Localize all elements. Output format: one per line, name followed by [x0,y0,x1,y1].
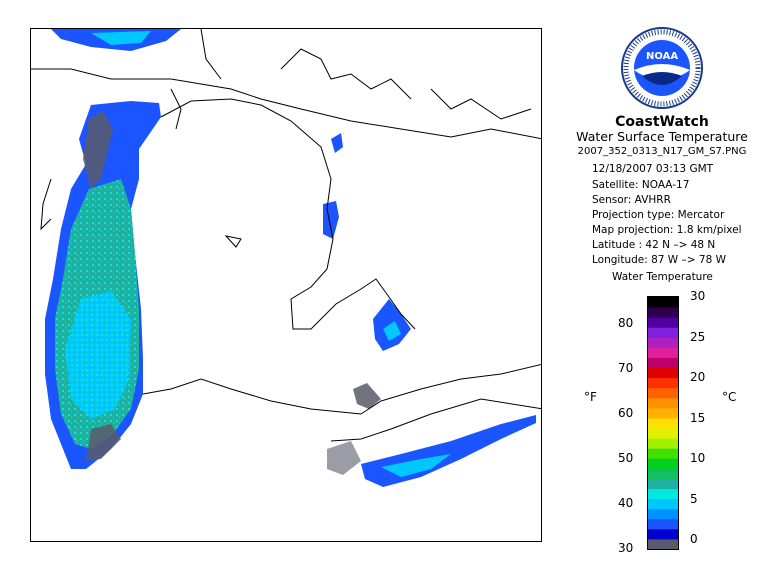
noaa-logo: NOAA [612,18,712,118]
unit-fahrenheit: °F [584,390,597,404]
colorbar-swatch [648,438,678,449]
lake-erie-water [361,415,536,487]
colorbar-swatch [648,458,678,469]
lake-st-clair-cloud [353,383,381,409]
lake-huron-north [331,133,343,153]
lake-michigan-cloud-south [86,424,121,461]
colorbar-swatch [648,357,678,369]
tick-celsius: 0 [690,532,698,547]
tick-fahrenheit: 50 [618,451,634,466]
colorbar-swatch [648,317,678,328]
brand-title: CoastWatch [615,114,709,130]
tick-celsius: 10 [690,451,706,466]
colorbar-swatch [648,518,678,530]
tick-fahrenheit: 40 [618,496,634,511]
colorbar-swatch [648,508,678,520]
colorbar-swatch [648,377,678,389]
datetime-text: 12/18/2007 03:13 GMT [592,163,714,175]
lake-huron-south-warm [383,321,401,341]
unit-celsius: °C [722,390,737,404]
colorbar-swatch [648,347,678,358]
tick-fahrenheit: 80 [618,316,634,330]
lake-huron-saginaw [323,201,339,239]
colorbar-swatch [648,337,678,348]
colorbar-swatch [648,327,678,338]
colorbar-swatch [648,498,678,510]
lake-superior-water-warm [91,31,151,45]
longitude-text: Longitude: 87 W –> 78 W [592,254,726,266]
colorbar-swatch [648,367,678,379]
colorbar-swatch [648,307,678,318]
tick-fahrenheit: 60 [618,406,634,421]
sensor-text: Sensor: AVHRR [592,194,671,206]
colorbar-swatch [648,407,678,419]
satellite-text: Satellite: NOAA-17 [592,179,690,191]
legend-title: Water Temperature [612,271,713,283]
product-title: Water Surface Temperature [576,129,748,144]
lake-michigan-cloud [83,111,113,189]
lake-michigan-water-warm [65,291,131,419]
colorbar-swatch [648,387,678,399]
colorbar-swatch [648,397,678,409]
temperature-colorbar [647,296,679,550]
tick-fahrenheit: 70 [618,361,634,376]
logo-text: NOAA [646,51,679,62]
tick-fahrenheit: 30 [618,541,634,556]
colorbar-swatch [648,448,678,459]
tick-celsius: 20 [690,370,706,385]
image-filename: 2007_352_0313_N17_GM_S7.PNG [577,146,747,157]
colorbar-swatch [648,478,678,490]
lake-erie-cloud [327,441,361,475]
noaa-seal-icon [621,27,703,109]
great-lakes-map [31,29,541,487]
colorbar-swatch [648,538,678,549]
tick-celsius: 15 [690,410,706,425]
coastline-outlines [31,29,541,442]
map-frame [30,28,542,542]
latitude-text: Latitude : 42 N –> 48 N [592,239,716,251]
colorbar-swatch [648,297,678,308]
colorbar-swatch [648,428,678,439]
colorbar-swatch [648,528,678,540]
colorbar-swatch [648,468,678,479]
lake-erie-water-warm [381,454,451,477]
tick-celsius: 30 [690,289,706,303]
tick-celsius: 5 [690,491,698,506]
colorbar-swatch [648,488,678,500]
map-projection-text: Map projection: 1.8 km/pixel [592,224,742,236]
colorbar-swatch [648,417,678,429]
projection-type-text: Projection type: Mercator [592,209,725,221]
tick-celsius: 25 [690,329,706,344]
colorbar-swatches [648,297,678,549]
